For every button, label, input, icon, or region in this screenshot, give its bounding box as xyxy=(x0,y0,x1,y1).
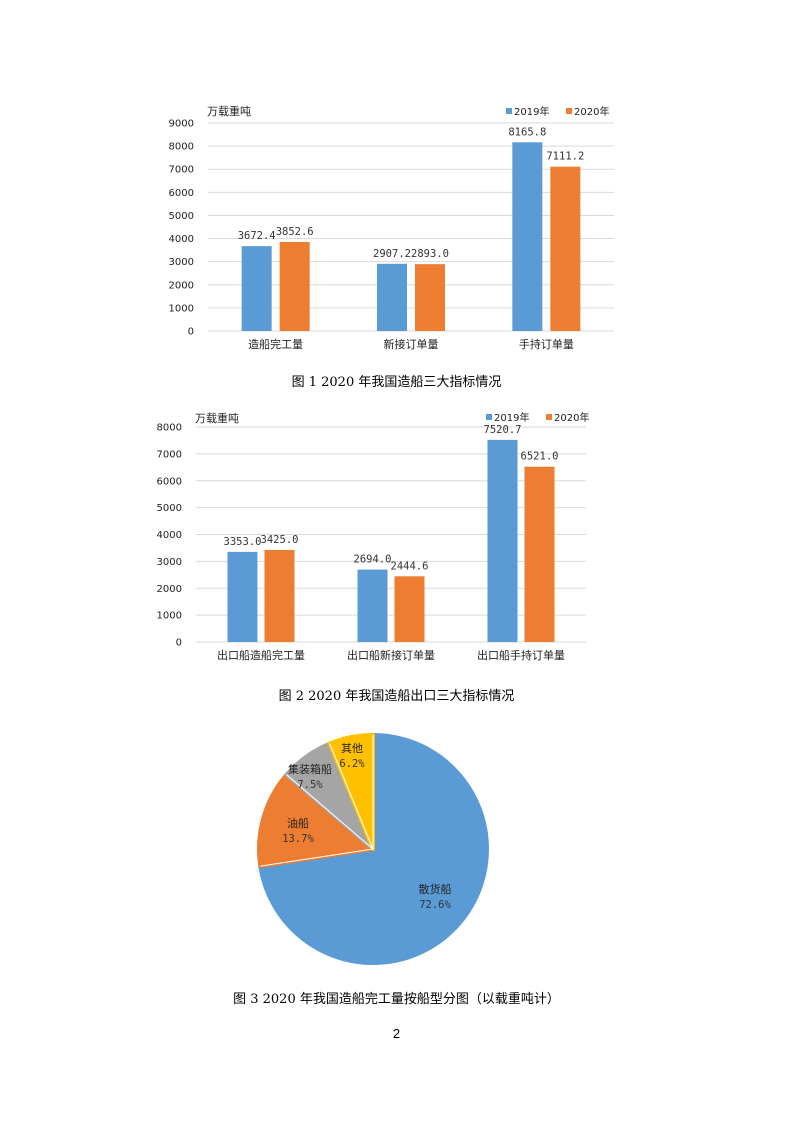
legend-label: 2020年 xyxy=(554,411,589,424)
y-axis-label: 万载重吨 xyxy=(207,104,251,118)
bar xyxy=(394,576,425,642)
figure-1-caption: 图 1 2020 年我国造船三大指标情况 xyxy=(291,375,502,390)
data-label: 2694.0 xyxy=(354,554,392,566)
data-label: 2907.2 xyxy=(373,248,411,260)
data-label: 7111.2 xyxy=(546,151,584,163)
data-label: 3425.0 xyxy=(261,534,299,546)
y-tick-label: 7000 xyxy=(169,165,194,176)
data-label: 3353.0 xyxy=(224,536,262,548)
slice-divider xyxy=(260,848,374,867)
y-tick-label: 0 xyxy=(188,327,194,338)
y-tick-label: 0 xyxy=(176,638,182,649)
slice-percent-label: 6.2% xyxy=(339,758,365,770)
pie-chart-ship-types: 散货船 72.6% 油船 13.7% 集装箱船 7.5% 其他 6.2% xyxy=(257,733,489,965)
y-axis-label: 万载重吨 xyxy=(195,411,239,425)
y-tick-label: 4000 xyxy=(157,530,182,541)
legend-swatch xyxy=(546,414,552,420)
slice-name-label: 油船 xyxy=(287,816,309,830)
figure-3-caption: 图 3 2020 年我国造船完工量按船型分图（以载重吨计） xyxy=(233,992,560,1007)
pie-slice xyxy=(257,772,375,869)
bar xyxy=(227,551,258,642)
bar xyxy=(377,263,407,331)
y-tick-label: 8000 xyxy=(157,423,182,434)
legend-swatch xyxy=(506,108,512,114)
legend-swatch xyxy=(486,414,492,420)
bar xyxy=(264,549,295,642)
data-label: 2444.6 xyxy=(391,560,429,572)
data-label: 3672.4 xyxy=(238,230,276,242)
y-tick-label: 8000 xyxy=(169,142,194,153)
x-tick-label: 手持订单量 xyxy=(519,337,574,351)
x-tick-label: 出口船新接订单量 xyxy=(347,648,435,662)
bar xyxy=(550,166,581,331)
slice-divider xyxy=(286,774,374,850)
y-tick-label: 4000 xyxy=(169,234,194,245)
y-tick-label: 2000 xyxy=(157,584,182,595)
slice-percent-label: 7.5% xyxy=(297,779,323,791)
y-tick-label: 5000 xyxy=(169,211,194,222)
y-tick-label: 1000 xyxy=(157,611,182,622)
slice-name-label: 其他 xyxy=(341,742,363,755)
y-tick-label: 6000 xyxy=(169,188,194,199)
y-tick-label: 3000 xyxy=(169,257,194,268)
y-tick-label: 2000 xyxy=(169,280,194,291)
bar-chart-export-indicators: 万载重吨 0 1000 2000 3000 4000 5000 6000 7000 8000 出口船… xyxy=(157,411,590,662)
slice-percent-label: 72.6% xyxy=(419,899,451,911)
slice-divider xyxy=(329,743,374,850)
y-tick-label: 5000 xyxy=(157,503,182,514)
legend-label: 2019年 xyxy=(494,411,529,424)
x-tick-label: 造船完工量 xyxy=(248,337,303,351)
legend-label: 2019年 xyxy=(514,105,549,118)
bar xyxy=(512,142,543,331)
page-number: 2 xyxy=(392,1026,401,1041)
x-tick-label: 出口船造船完工量 xyxy=(217,648,305,662)
y-tick-label: 6000 xyxy=(157,476,182,487)
bar xyxy=(415,264,445,331)
bar xyxy=(524,466,555,642)
bar-chart-shipbuilding-indicators: 万载重吨 0 1000 2000 3000 4000 5000 6000 7000 8000 900… xyxy=(169,104,614,351)
x-tick-label: 新接订单量 xyxy=(384,337,439,351)
data-label: 8165.8 xyxy=(508,126,546,138)
data-label: 3852.6 xyxy=(276,226,314,238)
bar xyxy=(357,569,388,642)
slice-name-label: 集装箱船 xyxy=(288,762,332,776)
data-label: 2893.0 xyxy=(411,248,449,260)
data-label: 6521.0 xyxy=(521,451,559,463)
y-tick-label: 7000 xyxy=(157,449,182,460)
slice-name-label: 散货船 xyxy=(419,882,452,896)
figure-2-caption: 图 2 2020 年我国造船出口三大指标情况 xyxy=(278,689,515,704)
legend-swatch xyxy=(566,108,572,114)
bar xyxy=(487,439,518,642)
y-tick-label: 9000 xyxy=(169,119,194,130)
slice-percent-label: 13.7% xyxy=(282,833,314,845)
y-tick-label: 1000 xyxy=(169,303,194,314)
data-label: 7520.7 xyxy=(484,424,522,436)
x-tick-label: 出口船手持订单量 xyxy=(477,648,565,662)
legend-label: 2020年 xyxy=(574,105,609,118)
bar xyxy=(279,241,310,331)
y-tick-label: 3000 xyxy=(157,557,182,568)
bar xyxy=(241,246,272,331)
